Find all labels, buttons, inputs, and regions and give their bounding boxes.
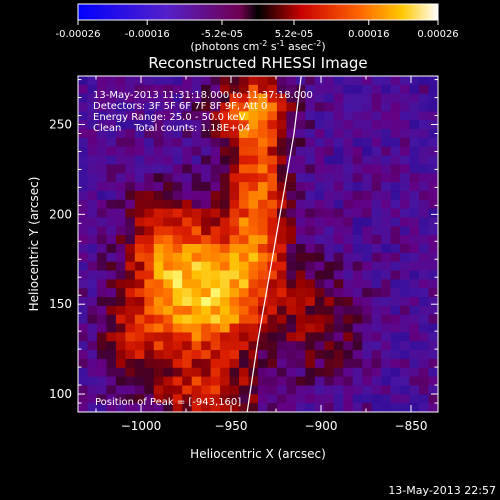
annotation-clean-counts: Clean Total counts: 1.18E+04 [93,123,250,134]
annotation-energy-range: Energy Range: 25.0 - 50.0 keV [93,112,246,123]
colorbar-tick-label: 0.00026 [417,29,458,40]
y-tick-label: 250 [49,118,72,132]
colorbar-tick-label: -0.00016 [125,29,170,40]
colorbar: -0.00026 -0.00016 -5.2e-05 5.2e-05 0.00016 0.… [56,3,459,53]
y-tick-label: 200 [49,207,72,221]
colorbar-units: (photons cm-2 s-1 asec-2) [190,39,325,53]
solar-limb-line [246,76,302,412]
y-tick-label: 150 [49,297,72,311]
colorbar-tick-label: -5.2e-05 [201,29,243,40]
heatmap [78,76,438,412]
annotation-detectors: Detectors: 3F 5F 6F 7F 8F 9F, Att 0 [93,101,267,112]
colorbar-gradient [78,4,438,20]
colorbar-tick-label: 0.00016 [348,29,389,40]
annotation-time-range: 13-May-2013 11:31:18.000 to 11:37:18.000 [93,90,313,101]
x-tick-label: −850 [395,419,428,433]
peak-position-label: Position of Peak = [-943,160] [95,397,241,408]
annotation-block: 13-May-2013 11:31:18.000 to 11:37:18.000… [93,90,313,134]
x-tick-label: −1000 [121,419,162,433]
colorbar-tick-label: -0.00026 [56,29,101,40]
x-axis-label: Heliocentric X (arcsec) [190,447,326,461]
y-axis-label: Heliocentric Y (arcsec) [27,177,41,312]
axis-ticks: −1000 −950 −900 −850 100 150 200 250 [49,76,438,433]
footer-timestamp: 13-May-2013 22:57 [388,484,496,497]
colorbar-tick-label: 5.2e-05 [275,29,313,40]
y-tick-label: 100 [49,387,72,401]
x-tick-label: −950 [215,419,248,433]
x-tick-label: −900 [305,419,338,433]
plot-frame [77,75,439,413]
chart-title: Reconstructed RHESSI Image [148,54,367,72]
